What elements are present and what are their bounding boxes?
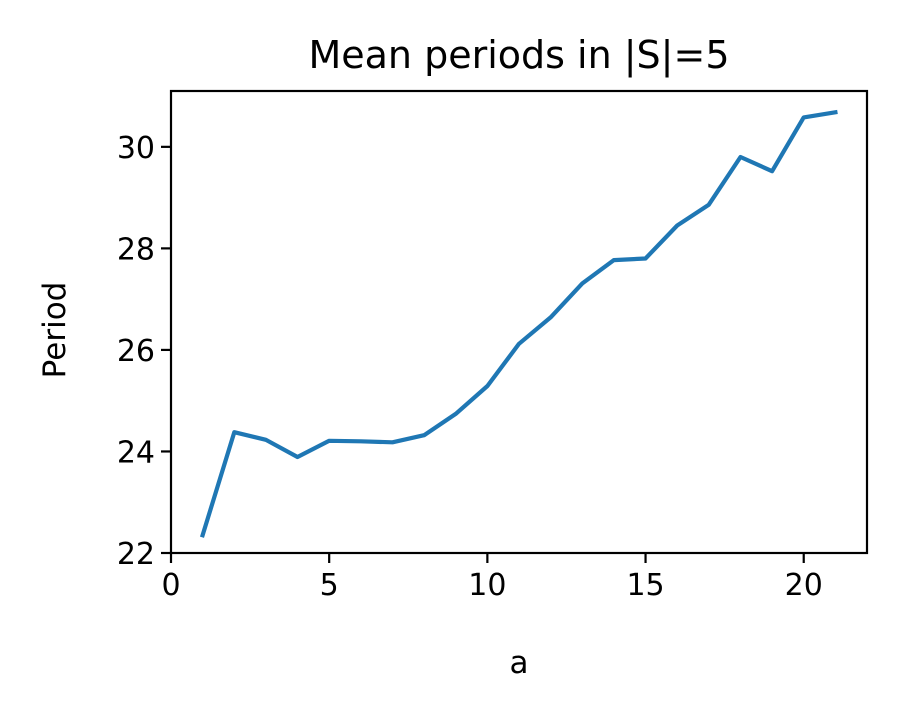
y-tick-label: 28 [117,232,155,267]
y-tick-label: 22 [117,537,155,572]
x-tick-label: 15 [626,568,664,603]
x-axis-label: a [510,645,529,681]
chart-title: Mean periods in |S|=5 [308,33,729,78]
x-tick-label: 0 [161,568,180,603]
y-tick-label: 26 [117,334,155,369]
x-tick-label: 5 [320,568,339,603]
y-axis-label: Period [37,282,73,379]
x-tick-label: 20 [785,568,823,603]
x-tick-label: 10 [468,568,506,603]
y-tick-label: 24 [117,435,155,470]
plot-area: 0 5 10 15 20 22 24 26 28 30 [117,89,869,603]
axes-frame [169,89,869,555]
y-tick-label: 30 [117,131,155,166]
series-line-0 [199,109,838,538]
